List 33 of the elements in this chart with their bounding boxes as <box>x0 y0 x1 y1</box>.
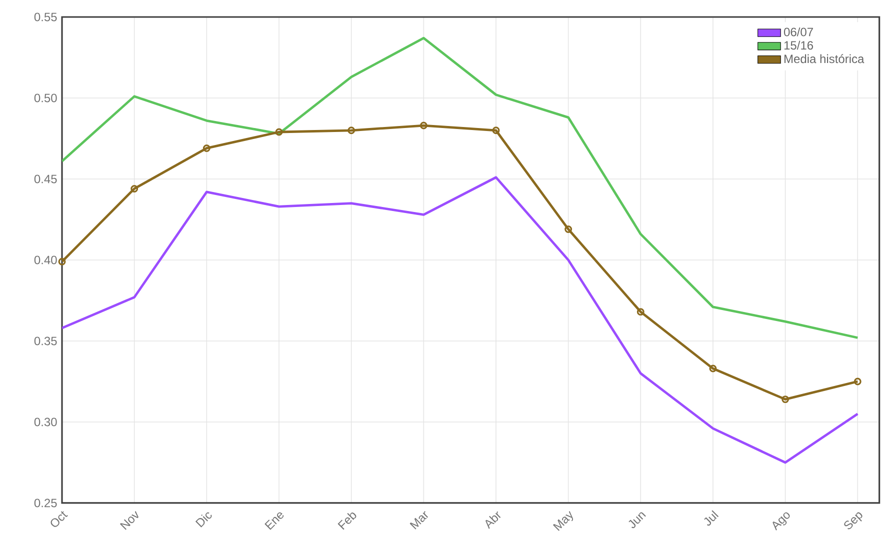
y-tick-label: 0.25 <box>34 498 57 508</box>
x-tick-label: Ene <box>264 512 284 530</box>
y-tick-label: 0.50 <box>34 94 57 102</box>
line-series <box>62 176 859 464</box>
legend-label: Media histórica <box>784 54 864 64</box>
x-tick-label: Abr <box>486 511 501 529</box>
point <box>130 184 138 192</box>
point <box>275 128 283 136</box>
point <box>420 122 428 130</box>
x-tick-label: Oct <box>50 511 68 527</box>
x-tick-label: May <box>552 511 574 531</box>
x-tick-label: Jul <box>704 510 719 526</box>
y-tick-label: 0.55 <box>34 12 57 22</box>
x-tick-label: Mar <box>410 511 428 530</box>
y-tick-label: 0.45 <box>34 174 57 184</box>
point <box>564 225 572 233</box>
x-tick-label: Nov <box>120 511 138 530</box>
point <box>782 396 790 404</box>
point <box>709 364 717 372</box>
x-tick-label: Sep <box>844 512 862 530</box>
point <box>202 144 210 152</box>
x-tick-label: Jun <box>628 512 646 528</box>
y-tick-label: 0.30 <box>34 418 57 426</box>
x-tick-label: Dic <box>195 512 212 528</box>
legend-label: 06/07 <box>784 27 813 36</box>
point <box>492 126 500 134</box>
point <box>348 126 356 134</box>
x-tick-label: Feb <box>338 512 356 530</box>
legend-label: 15/16 <box>784 40 814 50</box>
y-tick-label: 0.35 <box>34 336 57 346</box>
x-tick-label: Ago <box>772 512 790 531</box>
y-tick-label: 0.40 <box>34 256 57 264</box>
point <box>636 308 644 316</box>
